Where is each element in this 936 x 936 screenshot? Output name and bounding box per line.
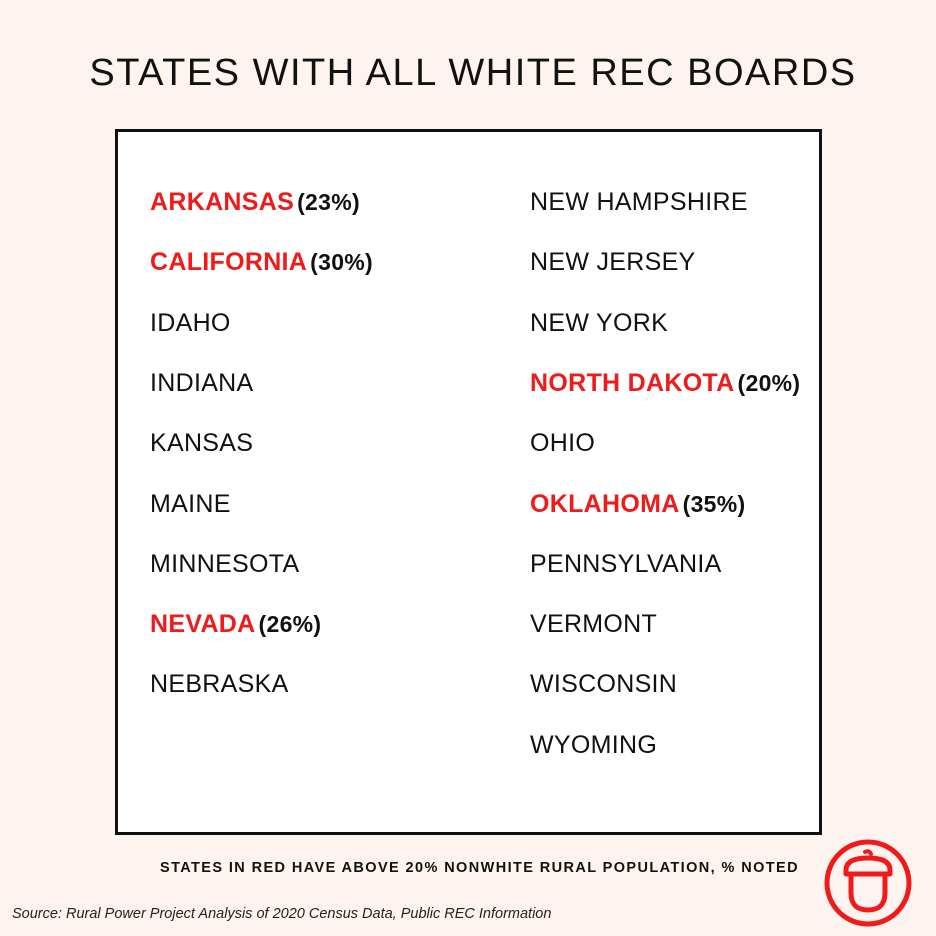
state-item: OKLAHOMA (35%) [530, 489, 745, 519]
state-name: WYOMING [530, 730, 658, 759]
state-item: MINNESOTA [150, 549, 299, 579]
state-item: CALIFORNIA (30%) [150, 247, 373, 277]
state-name: OKLAHOMA [530, 489, 680, 518]
state-name: NEW YORK [530, 308, 669, 337]
state-name: NEBRASKA [150, 670, 289, 699]
state-item: MAINE [150, 489, 231, 519]
state-name: INDIANA [150, 368, 254, 397]
state-item: NEW JERSEY [530, 247, 696, 277]
states-panel: ARKANSAS (23%) CALIFORNIA (30%) IDAHO INDIANA… [115, 129, 822, 835]
state-name: VERMONT [530, 610, 658, 639]
state-name: KANSAS [150, 429, 254, 458]
state-percentage: (20%) [737, 369, 801, 396]
state-percentage: (23%) [297, 189, 360, 215]
state-name: NEW JERSEY [530, 248, 696, 277]
state-item: IDAHO [150, 308, 231, 338]
state-item: NEW YORK [530, 308, 668, 338]
state-item: NEW HAMPSHIRE [530, 187, 748, 217]
state-name: MINNESOTA [150, 549, 300, 578]
state-name: NEVADA [150, 610, 256, 639]
state-item: WISCONSIN [530, 669, 677, 699]
state-item: NEVADA (26%) [150, 609, 321, 639]
footnote: STATES IN RED HAVE ABOVE 20% NONWHITE RU… [160, 860, 799, 876]
state-name: OHIO [530, 429, 596, 458]
state-name: NORTH DAKOTA [530, 368, 735, 397]
state-item: NEBRASKA [150, 669, 289, 699]
state-name: CALIFORNIA [150, 248, 308, 277]
state-name: MAINE [150, 489, 231, 518]
state-item: INDIANA [150, 368, 254, 398]
state-percentage: (35%) [682, 490, 746, 517]
state-item: VERMONT [530, 609, 657, 639]
state-item: NORTH DAKOTA (20%) [530, 368, 800, 398]
state-item: KANSAS [150, 428, 253, 458]
state-name: WISCONSIN [530, 670, 678, 699]
state-item: WYOMING [530, 730, 657, 760]
state-name: PENNSYLVANIA [530, 549, 722, 578]
state-percentage: (26%) [258, 611, 322, 638]
state-percentage: (30%) [310, 249, 374, 276]
state-item: OHIO [530, 428, 595, 458]
source-citation: Source: Rural Power Project Analysis of … [12, 906, 552, 922]
state-item: ARKANSAS (23%) [150, 187, 360, 217]
state-item: PENNSYLVANIA [530, 549, 722, 579]
acorn-icon [824, 839, 912, 927]
state-name: NEW HAMPSHIRE [530, 188, 748, 216]
state-name: ARKANSAS [150, 188, 295, 216]
page-title: STATES WITH ALL WHITE REC BOARDS [89, 52, 857, 94]
state-name: IDAHO [150, 308, 231, 337]
